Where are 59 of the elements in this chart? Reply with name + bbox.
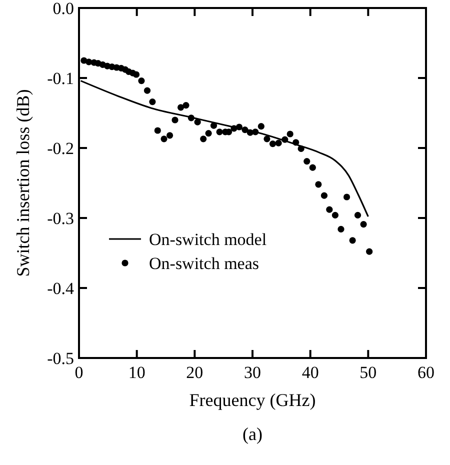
point: [286, 130, 294, 138]
point: [360, 221, 367, 228]
x-axis-title: Frequency (GHz): [189, 390, 316, 410]
point: [326, 206, 333, 213]
point: [194, 118, 201, 126]
point: [258, 123, 264, 130]
point: [269, 140, 276, 148]
point: [252, 128, 259, 136]
x-tick-label: 0: [74, 363, 84, 382]
point: [338, 226, 344, 232]
point: [86, 58, 92, 66]
point: [216, 128, 223, 136]
y-tick-label: -0.2: [47, 138, 74, 158]
point: [349, 237, 356, 244]
point: [144, 87, 151, 94]
point: [177, 104, 184, 111]
point: [304, 158, 310, 165]
point: [160, 136, 168, 142]
point: [149, 98, 156, 106]
point: [205, 130, 212, 137]
point: [172, 116, 178, 124]
y-tick-label: 0.0: [52, 0, 74, 18]
point: [236, 124, 242, 130]
x-tick-label: 30: [244, 363, 261, 382]
x-tick-label: 50: [360, 363, 377, 382]
x-tick-label: 10: [128, 363, 146, 382]
y-tick-label: -0.3: [47, 208, 74, 228]
point: [264, 136, 270, 142]
point: [138, 78, 145, 84]
point: [132, 71, 140, 78]
point: [154, 127, 161, 134]
y-tick-label: -0.5: [47, 348, 74, 368]
x-tick-label: 60: [418, 363, 434, 382]
point: [230, 125, 238, 132]
y-tick-label: -0.4: [47, 278, 74, 298]
y-axis-title: Switch insertion loss (dB): [13, 89, 33, 277]
x-tick-label: 20: [186, 363, 204, 382]
point: [188, 114, 194, 122]
text: (a): [242, 424, 262, 444]
point: [343, 194, 350, 200]
x-tick-label: 40: [302, 363, 319, 382]
point: [292, 139, 300, 146]
legend-label: On-switch meas: [149, 254, 260, 273]
point: [298, 145, 304, 152]
y-tick-label: -0.1: [47, 68, 74, 88]
point: [182, 102, 190, 109]
point: [309, 164, 316, 171]
point: [275, 140, 282, 146]
point: [320, 192, 328, 199]
point: [282, 136, 288, 143]
point: [166, 132, 174, 139]
legend-label: On-switch model: [149, 230, 267, 249]
point: [210, 122, 218, 129]
point: [332, 212, 338, 218]
point: [242, 126, 248, 134]
point: [366, 248, 373, 255]
point: [354, 212, 362, 218]
point: [200, 136, 207, 142]
point: [315, 181, 322, 188]
